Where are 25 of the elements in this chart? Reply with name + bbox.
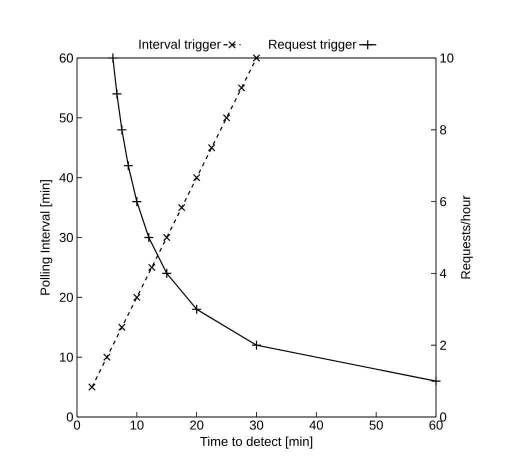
y-tick-label: 0 xyxy=(66,412,73,422)
y2-tick-label: 6 xyxy=(440,197,446,206)
y2-tick-label: 10 xyxy=(440,53,454,63)
y-tick-label: 40 xyxy=(59,173,73,182)
x-tick-label: 40 xyxy=(309,420,324,430)
x-tick-label: 10 xyxy=(130,420,144,430)
legend-label: Request trigger xyxy=(269,39,356,52)
y-tick-label: 50 xyxy=(60,113,73,122)
x-tick-label: 60 xyxy=(429,420,443,430)
y2-axis-title: Requests/hour xyxy=(460,196,473,279)
y-tick-label: 20 xyxy=(60,292,73,302)
x-axis-title: Time to detect [min] xyxy=(200,436,312,449)
y2-tick-label: 0 xyxy=(440,412,446,422)
y-tick-label: 10 xyxy=(60,352,73,362)
y-axis-title: Polling Interval [min] xyxy=(40,180,52,295)
x-tick-label: 30 xyxy=(250,420,264,430)
y2-tick-label: 4 xyxy=(440,268,446,278)
x-tick-label: 50 xyxy=(369,420,383,430)
y2-tick-label: 2 xyxy=(440,340,446,350)
y-tick-label: 60 xyxy=(60,53,73,63)
x-tick-label: 20 xyxy=(190,420,204,430)
legend-label: Interval trigger xyxy=(139,39,221,52)
x-tick-label: 0 xyxy=(74,420,80,430)
y-tick-label: 30 xyxy=(60,232,73,242)
y2-tick-label: 8 xyxy=(440,125,446,134)
